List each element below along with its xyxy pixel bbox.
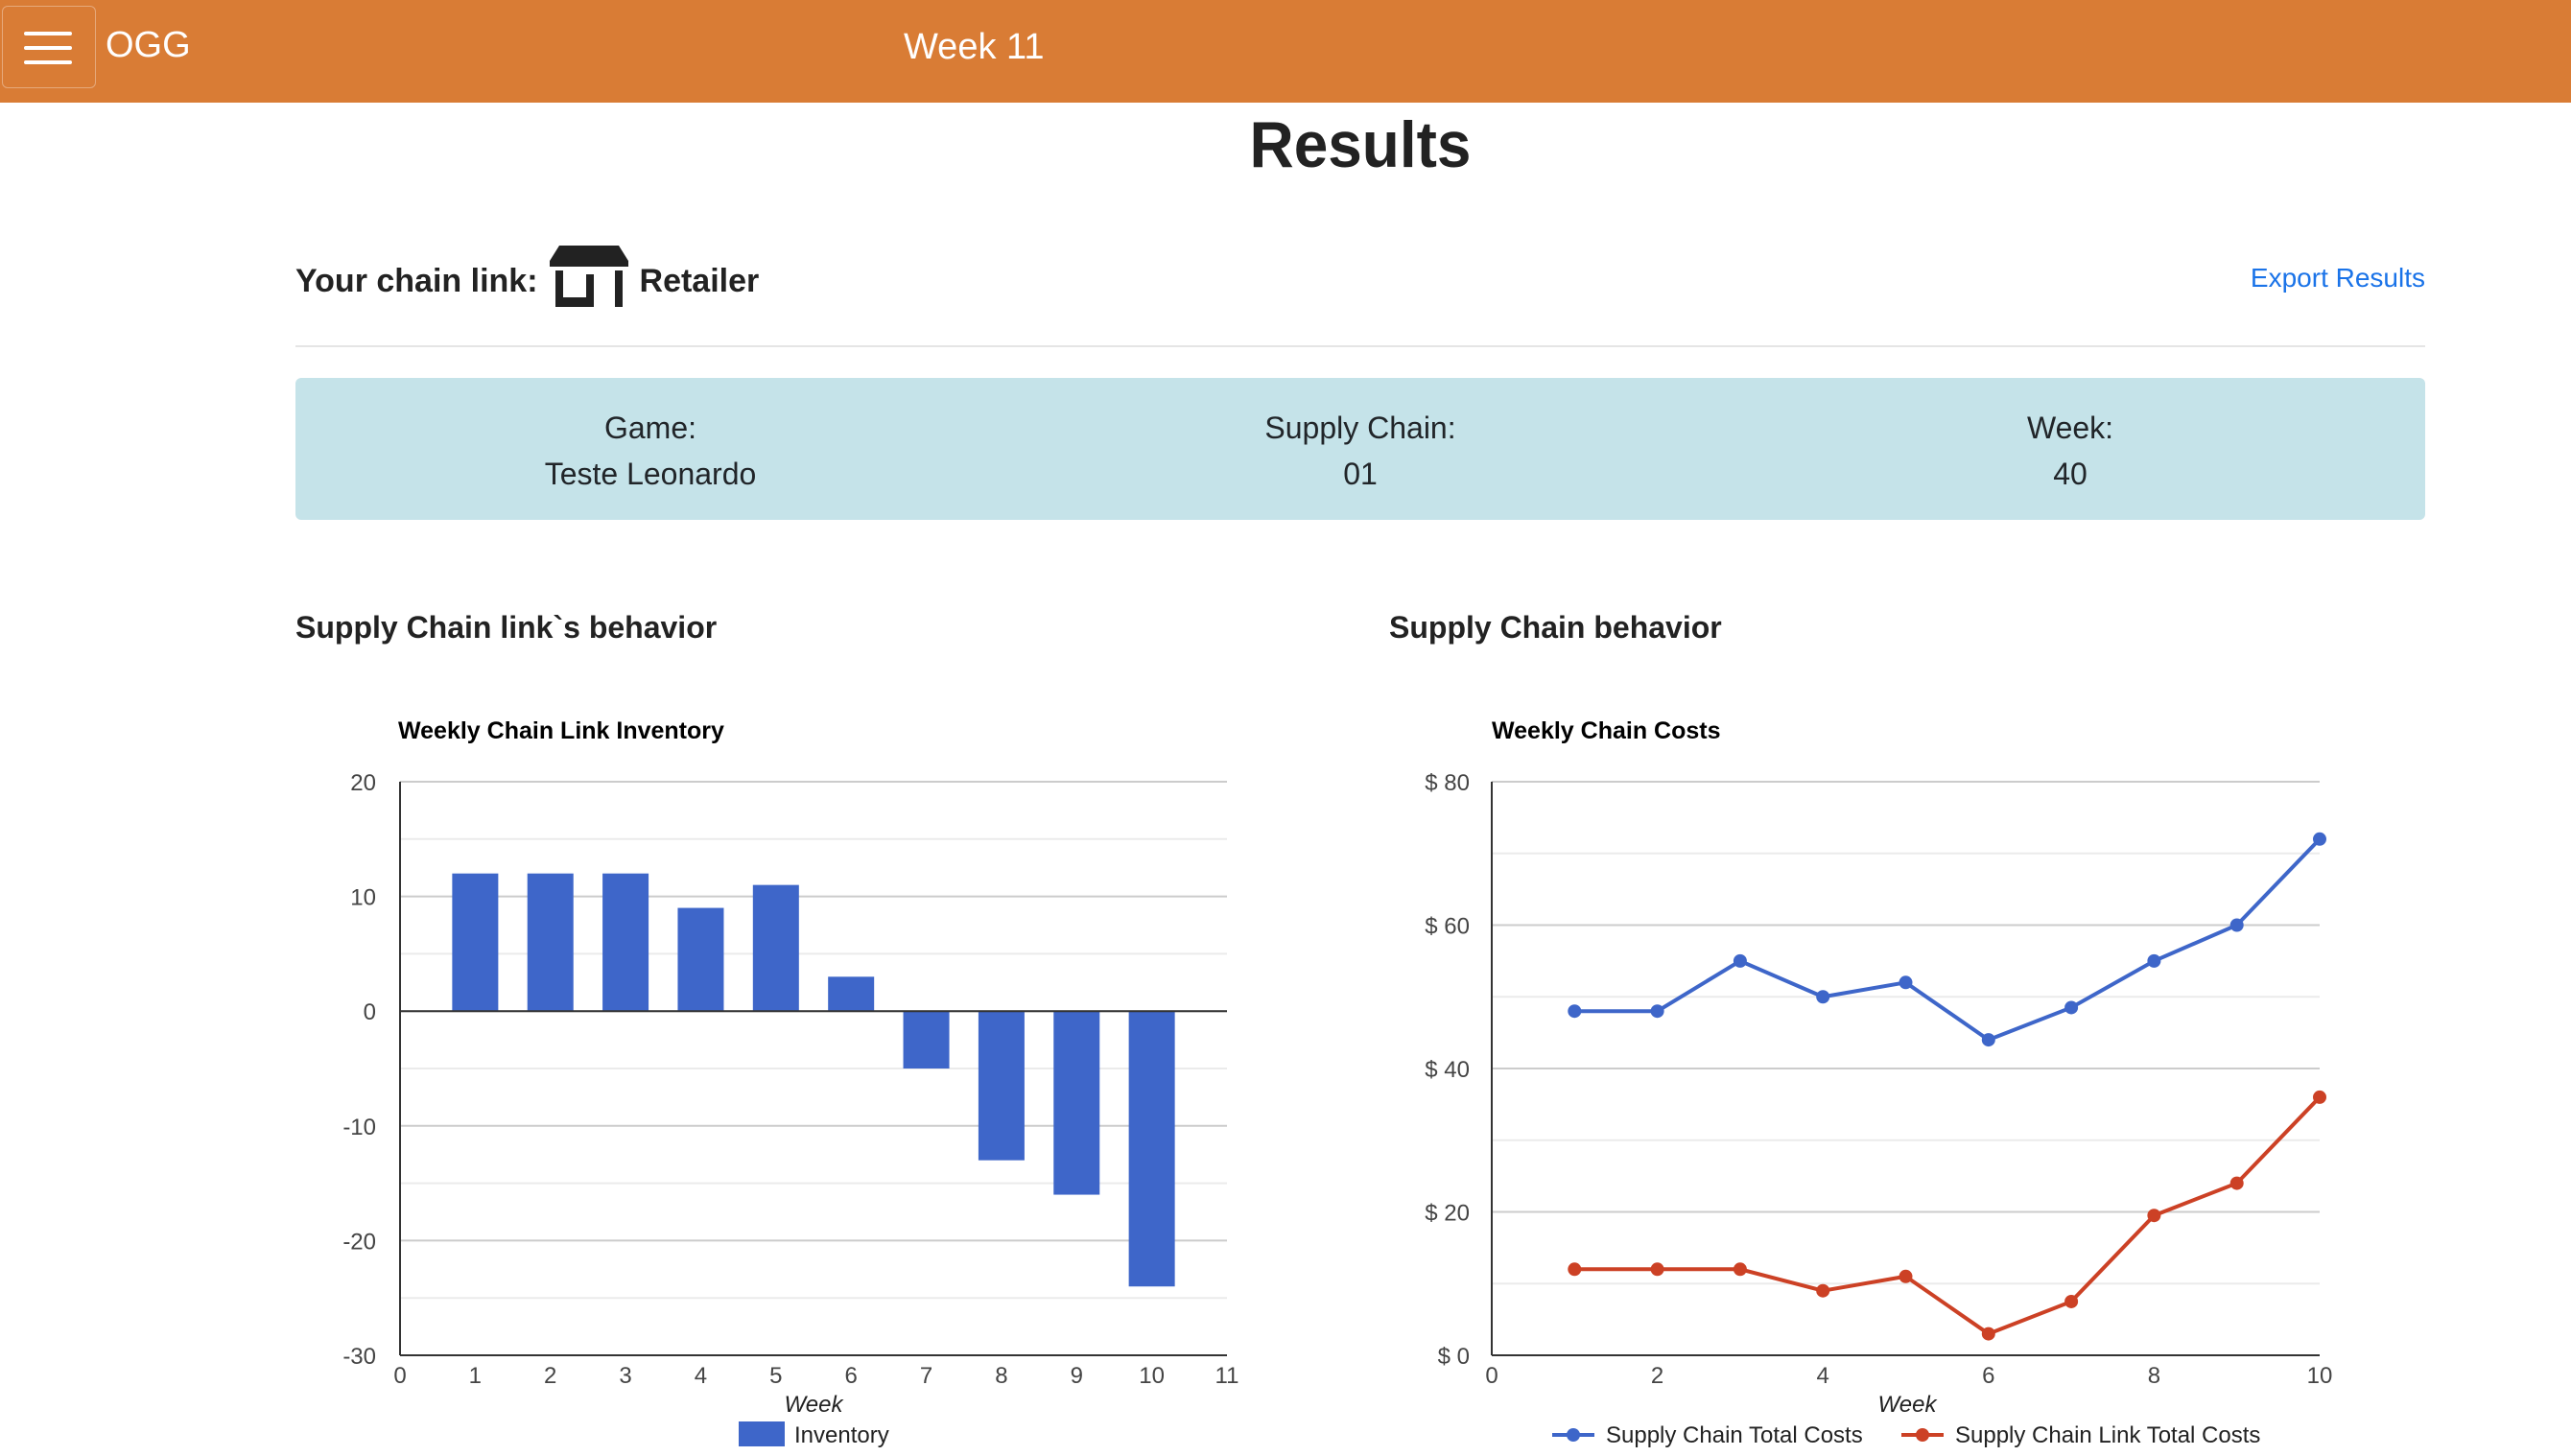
link-costs-point — [1816, 1283, 1830, 1298]
costs-line-chart: Weekly Chain Costs $ 80 $ 60 $ 40 $ 20 $ 0 0 2 4… — [1425, 717, 2333, 1448]
link-costs-point — [1733, 1262, 1747, 1277]
supply-chain-label: Supply Chain: — [1264, 411, 1456, 445]
store-icon — [549, 245, 628, 317]
chart-title: Weekly Chain Costs — [1492, 717, 1721, 744]
legend-label: Supply Chain Link Total Costs — [1955, 1422, 2260, 1448]
inventory-bar — [1128, 1011, 1175, 1287]
x-tick-label: 8 — [995, 1363, 1007, 1389]
x-tick-label: 4 — [1817, 1363, 1829, 1389]
inventory-bar — [828, 976, 875, 1012]
inventory-bar — [903, 1011, 950, 1069]
week-label: Week: — [2026, 411, 2114, 445]
y-tick-label: $ 80 — [1425, 770, 1470, 796]
inventory-bar — [452, 873, 499, 1012]
chain-link-role: Retailer — [639, 262, 760, 299]
game-info-panel: Game: Teste Leonardo Supply Chain: 01 We… — [295, 378, 2425, 520]
x-tick-label: 0 — [1485, 1363, 1498, 1389]
x-tick-label: 1 — [469, 1363, 482, 1389]
total-costs-point — [1650, 1004, 1664, 1019]
x-tick-label: 2 — [1651, 1363, 1663, 1389]
link-behavior-heading: Supply Chain link`s behavior — [295, 610, 718, 645]
link-costs-point — [1568, 1262, 1582, 1277]
x-axis-title: Week — [785, 1392, 845, 1418]
total-costs-point — [2147, 953, 2161, 968]
y-tick-label: -10 — [342, 1115, 376, 1140]
top-navbar: OGG Week 11 — [0, 0, 2571, 103]
total-costs-point — [1733, 953, 1747, 968]
chain-behavior-heading: Supply Chain behavior — [1389, 610, 1722, 645]
x-axis-title: Week — [1878, 1392, 1939, 1418]
total-costs-point — [1816, 990, 1830, 1004]
supply-chain-info: Supply Chain: 01 — [1005, 405, 1715, 497]
legend-marker — [1567, 1428, 1580, 1442]
x-tick-label: 7 — [920, 1363, 932, 1389]
chart-title: Weekly Chain Link Inventory — [398, 717, 724, 744]
inventory-bar — [602, 873, 649, 1012]
link-costs-point — [2313, 1090, 2326, 1104]
week-info: Week: 40 — [1715, 405, 2425, 497]
total-costs-point — [1981, 1033, 1995, 1047]
y-tick-label: 0 — [364, 999, 376, 1025]
inventory-bar — [677, 907, 724, 1012]
x-tick-label: 10 — [2307, 1363, 2333, 1389]
inventory-bar — [752, 884, 799, 1012]
y-tick-label: -20 — [342, 1229, 376, 1255]
game-label: Game: — [603, 411, 697, 445]
total-costs-point — [1568, 1004, 1582, 1019]
x-tick-label: 4 — [695, 1363, 707, 1389]
x-tick-label: 11 — [1215, 1363, 1239, 1389]
y-tick-label: 20 — [350, 770, 376, 796]
divider — [295, 345, 2425, 347]
supply-chain-value: 01 — [1343, 457, 1378, 491]
legend-label: Supply Chain Total Costs — [1606, 1422, 1863, 1448]
x-tick-label: 6 — [1982, 1363, 1994, 1389]
link-costs-point — [2147, 1209, 2161, 1223]
inventory-bar — [527, 873, 574, 1012]
y-tick-label: $ 0 — [1438, 1344, 1470, 1370]
legend-marker — [1916, 1428, 1929, 1442]
chain-link-indicator: Your chain link: Retailer — [295, 245, 760, 317]
y-tick-label: $ 20 — [1425, 1201, 1470, 1227]
link-costs-point — [1899, 1269, 1913, 1283]
y-tick-label: $ 40 — [1425, 1057, 1470, 1083]
game-info: Game: Teste Leonardo — [295, 405, 1005, 497]
link-costs-point — [2229, 1176, 2244, 1190]
legend-swatch — [739, 1421, 785, 1446]
link-costs-point — [2064, 1294, 2079, 1308]
total-costs-point — [2313, 832, 2326, 846]
menu-toggle-button[interactable] — [2, 6, 96, 88]
x-tick-label: 10 — [1139, 1363, 1165, 1389]
legend-label: Inventory — [794, 1422, 889, 1448]
total-costs-point — [2229, 918, 2244, 932]
x-tick-label: 8 — [2148, 1363, 2160, 1389]
link-costs-point — [1650, 1262, 1664, 1277]
week-value: 40 — [2053, 457, 2087, 491]
brand-logo-text[interactable]: OGG — [106, 25, 191, 65]
inventory-bar — [1053, 1011, 1100, 1195]
x-tick-label: 5 — [769, 1363, 782, 1389]
x-tick-label: 0 — [393, 1363, 406, 1389]
total-costs-point — [2064, 1000, 2079, 1015]
total-costs-line — [1574, 837, 2322, 1043]
y-tick-label: 10 — [350, 885, 376, 911]
x-tick-label: 3 — [619, 1363, 631, 1389]
link-costs-line — [1574, 1095, 2322, 1336]
current-week-label: Week 11 — [904, 27, 1045, 67]
game-value: Teste Leonardo — [544, 457, 757, 491]
y-tick-label: $ 60 — [1425, 914, 1470, 940]
page-title: Results — [1249, 108, 1472, 181]
x-tick-label: 9 — [1071, 1363, 1083, 1389]
y-tick-label: -30 — [342, 1344, 376, 1370]
chain-link-prefix: Your chain link: — [295, 262, 538, 299]
export-results-link[interactable]: Export Results — [2250, 263, 2425, 293]
inventory-bar — [978, 1011, 1025, 1161]
x-tick-label: 6 — [845, 1363, 858, 1389]
inventory-bar-chart: Weekly Chain Link Inventory20100-10-20-3… — [342, 717, 1239, 1448]
total-costs-point — [1899, 975, 1913, 990]
link-costs-point — [1981, 1327, 1995, 1341]
x-tick-label: 2 — [544, 1363, 556, 1389]
